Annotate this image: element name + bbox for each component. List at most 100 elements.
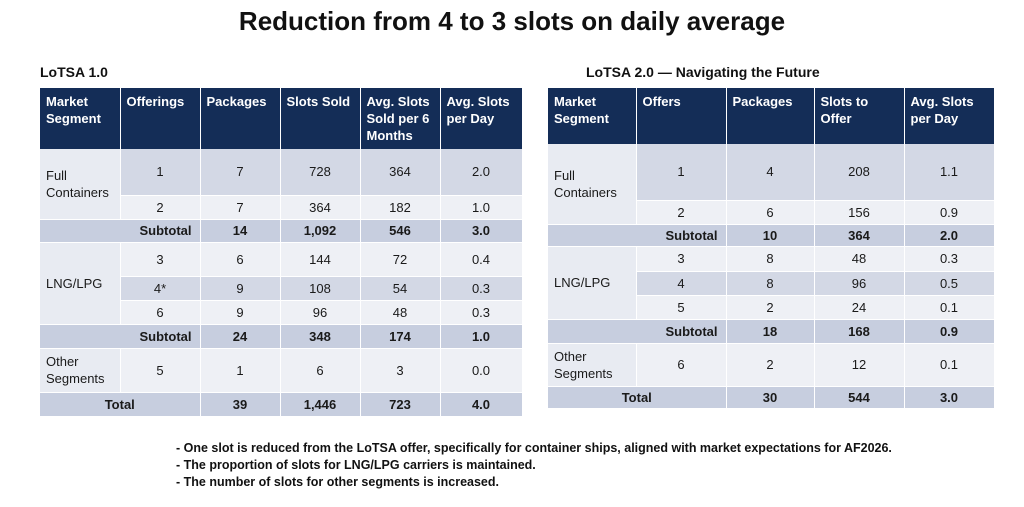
table-cell: 1 xyxy=(200,348,281,393)
table-cell: 48 xyxy=(814,246,905,272)
table-cell: 8 xyxy=(726,246,815,272)
note-item: - The number of slots for other segments… xyxy=(176,475,499,489)
table-cell: 72 xyxy=(360,242,441,277)
table-cell: 0.9 xyxy=(904,319,995,344)
lotsa2-table: Market Segment Offers Packages Slots to … xyxy=(548,88,995,409)
table-cell: 348 xyxy=(280,324,361,349)
segment-cell: LNG/LPG xyxy=(40,242,121,325)
subtotal-row: Subtotal 18 168 0.9 xyxy=(548,319,995,344)
table-cell: 0.9 xyxy=(904,200,995,225)
table-cell: 48 xyxy=(360,300,441,325)
table-cell: 723 xyxy=(360,392,441,417)
table-cell: 0.3 xyxy=(904,246,995,272)
table-row: 2 6 156 0.9 xyxy=(548,200,995,225)
subtotal-row: Subtotal 10 364 2.0 xyxy=(548,224,995,247)
table-cell: 3 xyxy=(636,246,727,272)
table-cell: 1 xyxy=(120,149,201,196)
segment-cell: Full Containers xyxy=(40,149,121,220)
table-cell: 6 xyxy=(200,242,281,277)
table-cell: 546 xyxy=(360,219,441,243)
table-cell: 0.0 xyxy=(440,348,523,393)
column-header: Market Segment xyxy=(40,88,121,149)
subtotal-label: Subtotal xyxy=(40,324,201,349)
segment-cell: LNG/LPG xyxy=(548,246,637,320)
table-cell: 3 xyxy=(120,242,201,277)
table-cell: 3.0 xyxy=(904,386,995,409)
table-row: LNG/LPG 3 6 144 72 0.4 xyxy=(40,242,523,325)
table-cell: 1.0 xyxy=(440,324,523,349)
table-cell: 24 xyxy=(814,295,905,320)
subtotal-row: Subtotal 14 1,092 546 3.0 xyxy=(40,219,523,243)
table-row: Full Containers 1 7 728 364 2.0 xyxy=(40,149,523,220)
table-cell: 9 xyxy=(200,276,281,301)
table-cell: 1.1 xyxy=(904,144,995,201)
table-row: 6 9 96 48 0.3 xyxy=(40,300,523,325)
table-cell: 174 xyxy=(360,324,441,349)
column-header: Packages xyxy=(200,88,281,149)
table-cell: 39 xyxy=(200,392,281,417)
table-cell: 2 xyxy=(636,200,727,225)
table-cell: 2.0 xyxy=(440,149,523,196)
table-cell: 6 xyxy=(636,343,727,387)
segment-cell: Other Segments xyxy=(548,343,637,387)
table-row: Other Segments 5 1 6 3 0.0 xyxy=(40,348,523,393)
total-label: Total xyxy=(40,392,201,417)
table-cell: 0.3 xyxy=(440,300,523,325)
table-cell: 4* xyxy=(120,276,201,301)
column-header: Slots to Offer xyxy=(814,88,905,144)
table-cell: 1.0 xyxy=(440,195,523,220)
column-header: Offerings xyxy=(120,88,201,149)
table-cell: 728 xyxy=(280,149,361,196)
page-title: Reduction from 4 to 3 slots on daily ave… xyxy=(238,6,786,36)
table-cell: 5 xyxy=(636,295,727,320)
table-cell: 54 xyxy=(360,276,441,301)
table-cell: 144 xyxy=(280,242,361,277)
table-row: Full Containers 1 4 208 1.1 xyxy=(548,144,995,225)
table-cell: 12 xyxy=(814,343,905,387)
table-cell: 10 xyxy=(726,224,815,247)
table-cell: 0.3 xyxy=(440,276,523,301)
segment-cell: Full Containers xyxy=(548,144,637,225)
table-cell: 5 xyxy=(120,348,201,393)
subtotal-row: Subtotal 24 348 174 1.0 xyxy=(40,324,523,349)
table-cell: 24 xyxy=(200,324,281,349)
table-cell: 9 xyxy=(200,300,281,325)
segment-cell: Other Segments xyxy=(40,348,121,393)
table-cell: 96 xyxy=(814,271,905,296)
total-row: Total 39 1,446 723 4.0 xyxy=(40,392,523,417)
table-cell: 544 xyxy=(814,386,905,409)
lotsa1-table: Market Segment Offerings Packages Slots … xyxy=(40,88,523,417)
table-cell: 8 xyxy=(726,271,815,296)
column-header: Slots Sold xyxy=(280,88,361,149)
table-cell: 14 xyxy=(200,219,281,243)
table-cell: 7 xyxy=(200,149,281,196)
subtotal-label: Subtotal xyxy=(548,319,727,344)
table-cell: 108 xyxy=(280,276,361,301)
table-cell: 2 xyxy=(120,195,201,220)
table-cell: 6 xyxy=(726,200,815,225)
note-item: - One slot is reduced from the LoTSA off… xyxy=(176,441,892,455)
table-row: 4* 9 108 54 0.3 xyxy=(40,276,523,301)
table-cell: 18 xyxy=(726,319,815,344)
table-row: LNG/LPG 3 8 48 0.3 xyxy=(548,246,995,320)
table-cell: 2.0 xyxy=(904,224,995,247)
table-cell: 4.0 xyxy=(440,392,523,417)
table-cell: 1,446 xyxy=(280,392,361,417)
table-header-row: Market Segment Offers Packages Slots to … xyxy=(548,88,995,144)
subtotal-label: Subtotal xyxy=(548,224,727,247)
table-cell: 7 xyxy=(200,195,281,220)
lotsa1-heading: LoTSA 1.0 xyxy=(40,64,108,80)
table-header-row: Market Segment Offerings Packages Slots … xyxy=(40,88,523,149)
table-cell: 2 xyxy=(726,295,815,320)
lotsa2-heading: LoTSA 2.0 — Navigating the Future xyxy=(586,64,820,80)
subtotal-label: Subtotal xyxy=(40,219,201,243)
table-cell: 6 xyxy=(280,348,361,393)
table-cell: 2 xyxy=(726,343,815,387)
column-header: Avg. Slots per Day xyxy=(904,88,995,144)
table-cell: 168 xyxy=(814,319,905,344)
table-cell: 0.1 xyxy=(904,295,995,320)
table-cell: 0.5 xyxy=(904,271,995,296)
table-cell: 1 xyxy=(636,144,727,201)
table-cell: 364 xyxy=(814,224,905,247)
table-cell: 1,092 xyxy=(280,219,361,243)
